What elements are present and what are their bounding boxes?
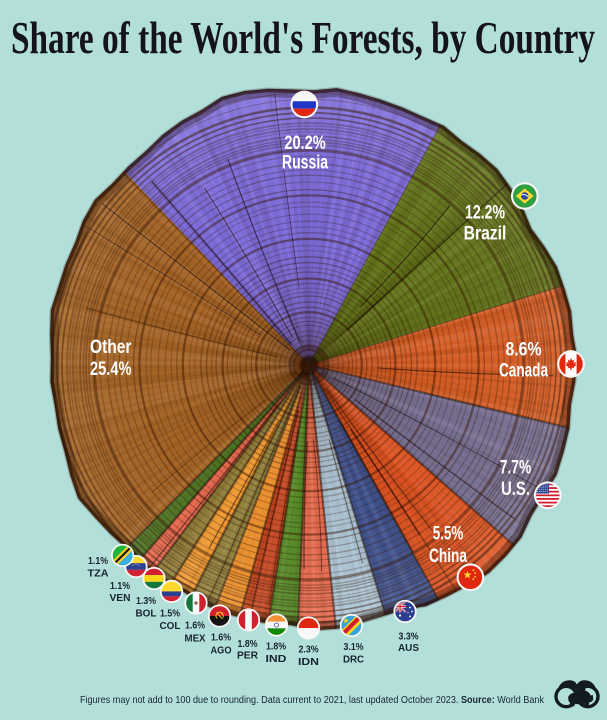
svg-text:COL: COL bbox=[160, 620, 182, 632]
svg-text:3.3%: 3.3% bbox=[399, 631, 420, 643]
svg-text:25.4%: 25.4% bbox=[90, 359, 132, 380]
svg-text:5.5%: 5.5% bbox=[433, 523, 463, 544]
svg-text:12.2%: 12.2% bbox=[465, 203, 505, 224]
svg-text:1.6%: 1.6% bbox=[185, 620, 206, 632]
svg-text:BOL: BOL bbox=[136, 608, 158, 620]
svg-text:DRC: DRC bbox=[343, 654, 364, 666]
svg-text:20.2%: 20.2% bbox=[284, 133, 325, 154]
svg-text:1.3%: 1.3% bbox=[136, 595, 157, 607]
svg-text:PER: PER bbox=[237, 650, 258, 662]
svg-text:1.8%: 1.8% bbox=[266, 640, 287, 652]
svg-text:2.3%: 2.3% bbox=[299, 643, 320, 655]
svg-text:1.6%: 1.6% bbox=[211, 632, 232, 644]
svg-text:Figures may not add to 100 due: Figures may not add to 100 due to roundi… bbox=[80, 694, 545, 706]
svg-text:1.1%: 1.1% bbox=[110, 580, 131, 592]
svg-text:8.6%: 8.6% bbox=[506, 340, 542, 361]
svg-text:IND: IND bbox=[266, 653, 287, 665]
svg-text:AUS: AUS bbox=[398, 642, 419, 654]
svg-text:AGO: AGO bbox=[211, 644, 232, 656]
svg-text:VEN: VEN bbox=[110, 592, 131, 604]
svg-text:1.5%: 1.5% bbox=[160, 608, 181, 620]
svg-text:Canada: Canada bbox=[499, 360, 548, 381]
svg-text:U.S.: U.S. bbox=[501, 479, 530, 500]
svg-text:MEX: MEX bbox=[185, 633, 206, 645]
svg-text:Brazil: Brazil bbox=[464, 223, 507, 244]
svg-text:IDN: IDN bbox=[298, 656, 319, 668]
svg-text:3.1%: 3.1% bbox=[344, 641, 365, 653]
svg-text:China: China bbox=[429, 546, 467, 567]
svg-text:Other: Other bbox=[90, 337, 132, 358]
svg-text:TZA: TZA bbox=[88, 568, 109, 580]
svg-text:1.8%: 1.8% bbox=[238, 638, 259, 650]
svg-text:1.1%: 1.1% bbox=[88, 555, 109, 567]
svg-text:Share of the World's Forests,: Share of the World's Forests, by Country bbox=[11, 13, 595, 63]
svg-text:Russia: Russia bbox=[282, 152, 329, 173]
svg-text:7.7%: 7.7% bbox=[500, 458, 531, 479]
